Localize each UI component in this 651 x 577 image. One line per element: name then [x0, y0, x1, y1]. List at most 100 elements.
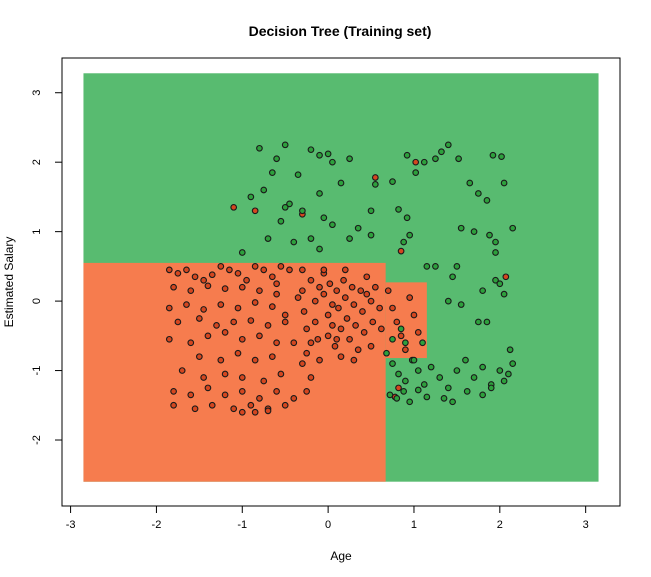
- point-class-1-43: [500, 179, 508, 187]
- point-class-1-81: [496, 367, 504, 374]
- point-class-0-35: [165, 335, 173, 343]
- point-class-0-10: [251, 263, 259, 270]
- point-class-1-32: [412, 169, 420, 176]
- point-class-0-105: [348, 283, 356, 291]
- point-class-1-77: [462, 356, 469, 364]
- point-class-0-135: [251, 207, 259, 215]
- point-class-1-55: [432, 263, 439, 270]
- point-class-1-31: [403, 151, 411, 159]
- point-class-0-55: [204, 384, 212, 392]
- point-class-1-68: [395, 370, 402, 378]
- point-class-0-27: [251, 299, 259, 306]
- point-class-0-88: [316, 283, 323, 291]
- point-class-1-74: [436, 374, 444, 381]
- point-class-0-101: [340, 276, 347, 284]
- point-class-1-27: [367, 231, 375, 239]
- point-class-0-138: [412, 158, 420, 166]
- point-class-0-137: [371, 174, 379, 181]
- point-class-0-120: [333, 335, 341, 343]
- point-class-0-64: [208, 401, 216, 409]
- point-class-0-118: [281, 318, 289, 326]
- point-class-0-104: [346, 335, 353, 343]
- region-class-0-1: [83, 262, 386, 482]
- point-class-0-51: [260, 377, 268, 385]
- point-class-0-69: [238, 408, 246, 416]
- point-class-1-7: [294, 171, 302, 179]
- point-class-1-36: [455, 155, 462, 163]
- point-class-1-22: [346, 235, 353, 242]
- point-class-0-95: [329, 322, 336, 329]
- point-class-0-76: [299, 360, 306, 367]
- point-class-1-11: [316, 190, 323, 197]
- point-class-0-112: [363, 273, 371, 281]
- point-class-0-85: [311, 318, 319, 326]
- point-class-1-9: [346, 155, 353, 163]
- point-class-1-51: [492, 238, 499, 246]
- point-class-0-0: [165, 266, 173, 274]
- point-class-0-20: [256, 287, 263, 295]
- point-class-0-72: [273, 290, 280, 298]
- point-class-1-71: [414, 367, 422, 374]
- point-class-0-12: [268, 273, 276, 281]
- point-class-0-117: [377, 325, 385, 333]
- point-class-1-52: [509, 224, 517, 232]
- point-class-1-4: [324, 150, 332, 158]
- point-class-0-15: [170, 283, 177, 291]
- point-class-1-94: [479, 391, 486, 399]
- point-class-1-67: [389, 360, 396, 367]
- point-class-0-80: [303, 325, 311, 333]
- point-class-0-99: [337, 325, 345, 333]
- point-class-0-7: [226, 266, 233, 274]
- point-class-1-92: [449, 398, 456, 406]
- point-class-1-50: [486, 231, 493, 239]
- point-class-1-48: [457, 224, 465, 232]
- point-class-0-26: [234, 304, 242, 312]
- point-class-0-52: [277, 370, 285, 378]
- point-class-0-142: [395, 384, 402, 392]
- point-class-0-3: [191, 273, 199, 281]
- chart-title: Decision Tree (Training set): [249, 23, 432, 39]
- point-class-1-82: [506, 346, 514, 354]
- point-class-1-96: [500, 377, 508, 385]
- point-class-0-133: [414, 329, 422, 336]
- y-axis: -2 -1 0 1 2 3: [31, 90, 62, 445]
- point-class-0-140: [502, 273, 510, 281]
- point-class-1-29: [371, 181, 379, 188]
- point-class-0-48: [200, 374, 207, 381]
- point-class-1-62: [483, 318, 491, 326]
- point-class-0-63: [191, 405, 199, 413]
- point-class-1-54: [423, 263, 431, 270]
- point-class-0-83: [307, 276, 315, 284]
- point-class-1-15: [299, 207, 306, 215]
- point-class-1-37: [438, 148, 445, 156]
- point-class-0-39: [238, 335, 246, 343]
- point-class-0-16: [187, 287, 195, 295]
- point-class-0-23: [183, 301, 190, 308]
- point-class-1-60: [500, 290, 508, 298]
- point-class-0-131: [406, 294, 414, 301]
- point-class-1-72: [420, 381, 428, 388]
- point-class-0-81: [303, 349, 311, 357]
- data-points: [165, 141, 517, 416]
- point-class-0-5: [208, 271, 216, 279]
- point-class-0-82: [307, 374, 315, 381]
- point-class-1-49: [470, 228, 478, 235]
- point-class-0-59: [273, 388, 280, 395]
- point-class-0-36: [187, 339, 195, 347]
- point-class-1-12: [260, 186, 268, 194]
- point-class-0-103: [343, 315, 351, 322]
- point-class-0-58: [256, 394, 263, 402]
- point-class-0-57: [238, 388, 246, 395]
- point-class-0-34: [264, 322, 272, 329]
- point-class-1-85: [386, 391, 394, 399]
- point-class-0-40: [256, 332, 263, 340]
- point-class-0-93: [326, 280, 334, 288]
- point-class-0-84: [311, 297, 319, 305]
- point-class-1-16: [320, 214, 328, 222]
- point-class-1-13: [247, 193, 255, 201]
- point-class-1-14: [286, 200, 293, 208]
- point-class-0-14: [286, 266, 293, 274]
- point-class-0-54: [187, 391, 195, 399]
- x-axis: -3 -2 -1 0 1 2 3: [66, 506, 589, 531]
- x-tick-label: 3: [583, 519, 589, 531]
